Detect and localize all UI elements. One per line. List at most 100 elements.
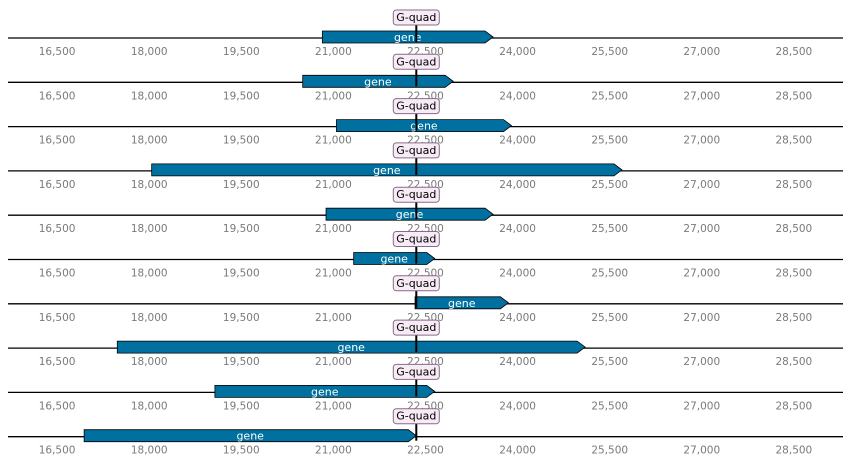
tick-label: 27,000	[683, 90, 720, 102]
gene-arrow	[151, 163, 623, 177]
tick-label: 28,500	[776, 179, 813, 191]
tick-label: 27,000	[683, 356, 720, 368]
tick-label: 24,000	[499, 312, 536, 324]
tick-label: 27,000	[683, 400, 720, 412]
tick-label: 16,500	[39, 135, 76, 147]
tick-label: 16,500	[39, 356, 76, 368]
tick-label: 19,500	[223, 135, 260, 147]
tick-label: 27,000	[683, 46, 720, 58]
tick-label: 19,500	[223, 268, 260, 280]
tick-label: 25,500	[591, 46, 628, 58]
tick-label: 24,000	[499, 400, 536, 412]
tick-label: 19,500	[223, 223, 260, 235]
feature-label: G-quad	[396, 410, 436, 423]
tick-label: 16,500	[39, 312, 76, 324]
tick-label: 19,500	[223, 179, 260, 191]
tick-label: 28,500	[776, 90, 813, 102]
tick-label: 16,500	[39, 90, 76, 102]
tick-label: 18,000	[131, 445, 168, 457]
feature-label-box	[392, 142, 440, 159]
tick-label: 21,000	[315, 356, 352, 368]
tick-label: 28,500	[776, 356, 813, 368]
tick-label: 28,500	[776, 400, 813, 412]
feature-label-box	[392, 186, 440, 203]
tick-label: 18,000	[131, 356, 168, 368]
gene-arrow	[325, 207, 494, 221]
tick-label: 21,000	[315, 179, 352, 191]
tick-label: 25,500	[591, 445, 628, 457]
tick-label: 21,000	[315, 90, 352, 102]
tick-label: 27,000	[683, 135, 720, 147]
tick-label: 21,000	[315, 135, 352, 147]
gene-arrow	[414, 296, 510, 310]
tick-label: 19,500	[223, 90, 260, 102]
tick-label: 27,000	[683, 445, 720, 457]
tick-label: 21,000	[315, 268, 352, 280]
feature-label: G-quad	[396, 365, 436, 378]
feature-label-box	[392, 98, 440, 115]
tick-label: 19,500	[223, 46, 260, 58]
tick-label: 27,000	[683, 223, 720, 235]
tick-label: 28,500	[776, 135, 813, 147]
tick-label: 24,000	[499, 223, 536, 235]
tick-label: 16,500	[39, 445, 76, 457]
track-8: 16,500 18,000 19,500 21,000 22,500 24,000 25,5…	[8, 319, 843, 368]
track-2: 16,500 18,000 19,500 21,000 22,500 24,000 25,5…	[8, 53, 843, 102]
tick-label: 24,000	[499, 268, 536, 280]
feature-label-box	[392, 363, 440, 380]
gene-label: gene	[396, 208, 424, 221]
tick-label: 25,500	[591, 90, 628, 102]
tick-label: 19,500	[223, 356, 260, 368]
gene-arrow	[321, 30, 494, 44]
tick-label: 19,500	[223, 445, 260, 457]
gene-arrow	[336, 119, 513, 133]
tick-label: 18,000	[131, 135, 168, 147]
tick-label: 22,500	[407, 445, 444, 457]
tick-label: 16,500	[39, 179, 76, 191]
tick-label: 25,500	[591, 135, 628, 147]
track-4: 16,500 18,000 19,500 21,000 22,500 24,000 25,5…	[8, 142, 843, 191]
gene-arrow	[214, 384, 436, 398]
tick-label: 28,500	[776, 223, 813, 235]
feature-label: G-quad	[396, 11, 436, 24]
gene-label: gene	[373, 164, 401, 177]
tick-label: 25,500	[591, 179, 628, 191]
feature-label: G-quad	[396, 233, 436, 246]
tick-label: 28,500	[776, 46, 813, 58]
tick-label: 24,000	[499, 90, 536, 102]
tick-label: 21,000	[315, 223, 352, 235]
tick-label: 18,000	[131, 223, 168, 235]
tick-label: 16,500	[39, 268, 76, 280]
tick-label: 27,000	[683, 268, 720, 280]
gene-label: gene	[236, 430, 264, 443]
tick-label: 18,000	[131, 312, 168, 324]
tick-label: 21,000	[315, 312, 352, 324]
tick-label: 21,000	[315, 445, 352, 457]
gene-arrow	[83, 429, 417, 443]
tick-label: 18,000	[131, 46, 168, 58]
track-6: 16,500 18,000 19,500 21,000 22,500 24,000 25,5…	[8, 231, 843, 280]
tick-label: 24,000	[499, 135, 536, 147]
feature-label: G-quad	[396, 321, 436, 334]
track-10: 16,500 18,000 19,500 21,000 22,500 24,000 25,5…	[8, 408, 843, 457]
tick-label: 25,500	[591, 223, 628, 235]
track-3: 16,500 18,000 19,500 21,000 22,500 24,000 25,5…	[8, 98, 843, 147]
gene-label: gene	[364, 75, 392, 88]
tick-label: 28,500	[776, 445, 813, 457]
tick-label: 18,000	[131, 268, 168, 280]
feature-label-box	[392, 408, 440, 425]
tick-label: 16,500	[39, 46, 76, 58]
tick-label: 28,500	[776, 268, 813, 280]
feature-label-box	[392, 9, 440, 26]
gene-label: gene	[380, 253, 408, 266]
track-1: 16,500 18,000 19,500 21,000 22,500 24,000 25,5…	[8, 9, 843, 58]
track-5: 16,500 18,000 19,500 21,000 22,500 24,000 25,5…	[8, 186, 843, 235]
tick-label: 18,000	[131, 179, 168, 191]
feature-label-box	[392, 53, 440, 70]
tick-label: 24,000	[499, 179, 536, 191]
track-9: 16,500 18,000 19,500 21,000 22,500 24,000 25,5…	[8, 363, 843, 412]
tick-label: 21,000	[315, 400, 352, 412]
tick-label: 19,500	[223, 400, 260, 412]
gene-label: gene	[410, 120, 438, 133]
tick-label: 28,500	[776, 312, 813, 324]
